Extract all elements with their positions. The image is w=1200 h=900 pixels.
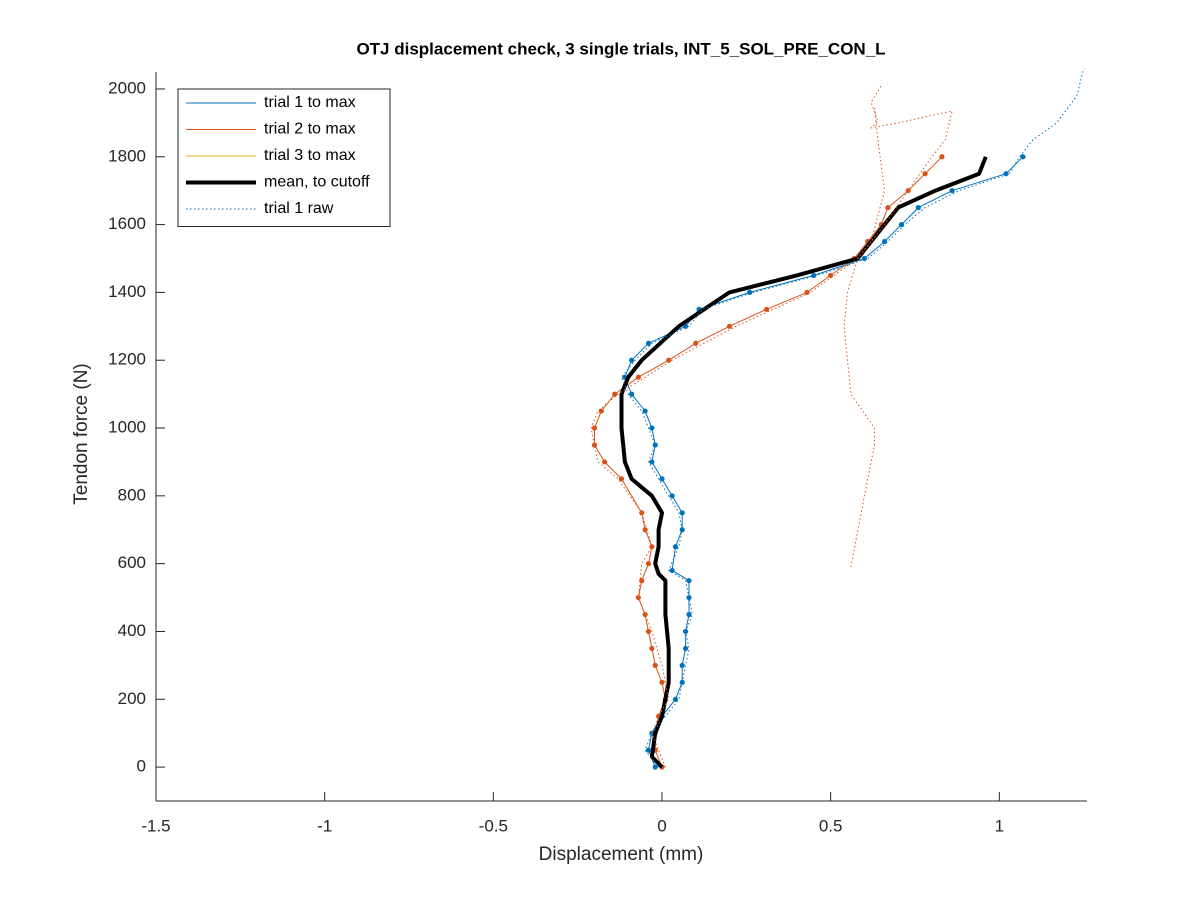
series-line [624, 156, 1024, 768]
series-line [619, 156, 988, 769]
data-point [686, 611, 692, 618]
data-point [669, 567, 675, 574]
chart-title: OTJ displacement check, 3 single trials,… [356, 39, 885, 58]
data-point [726, 323, 733, 329]
data-point [763, 306, 770, 312]
x-tick-label: -1.5 [141, 816, 170, 835]
data-point [679, 662, 685, 668]
legend-label: trial 1 raw [264, 200, 334, 217]
data-point [939, 154, 945, 160]
series-line [594, 156, 943, 768]
data-point [1020, 154, 1026, 160]
data-point [672, 696, 679, 702]
legend-label: trial 2 to max [264, 121, 356, 138]
data-point [686, 594, 692, 601]
legend-box [177, 88, 391, 227]
y-tick-label: 1000 [108, 418, 146, 437]
y-tick-label: 2000 [108, 78, 146, 97]
y-tick-label: 200 [118, 689, 146, 708]
data-point [629, 357, 635, 363]
data-point [639, 578, 645, 584]
data-point [949, 188, 955, 194]
y-tick-label: 1400 [108, 282, 146, 301]
x-tick-label: -1 [317, 816, 332, 835]
y-tick-label: 0 [137, 757, 146, 776]
data-point [642, 527, 648, 533]
data-point [591, 425, 598, 431]
data-point [649, 645, 655, 652]
data-point [642, 611, 648, 618]
legend-label: mean, to cutoff [264, 174, 370, 191]
data-point [635, 374, 641, 380]
data-point [686, 578, 692, 584]
data-point [652, 442, 658, 448]
data-point [898, 221, 905, 228]
data-point [861, 255, 867, 262]
data-point [645, 340, 652, 346]
x-tick-label: -0.5 [479, 816, 508, 835]
data-point [682, 645, 689, 652]
x-tick-label: 0.5 [819, 816, 843, 835]
x-axis-label: Displacement (mm) [539, 844, 704, 865]
data-point [672, 544, 679, 550]
data-point [885, 205, 891, 211]
data-point [645, 561, 652, 567]
y-tick-label: 800 [118, 485, 146, 504]
data-point [659, 476, 665, 482]
data-point [679, 527, 685, 533]
y-tick-label: 1600 [108, 214, 146, 233]
series-line [621, 68, 1085, 768]
data-point [652, 764, 658, 770]
data-point [602, 459, 608, 465]
data-point [811, 272, 817, 279]
data-point [915, 205, 921, 211]
data-point [693, 340, 699, 346]
data-point [642, 408, 648, 414]
data-point [652, 662, 658, 668]
y-axis-label: Tendon force (N) [71, 363, 92, 505]
data-point [629, 391, 635, 397]
legend-label: trial 1 to max [264, 94, 356, 111]
y-tick-label: 600 [118, 553, 146, 572]
y-tick-label: 1800 [108, 146, 146, 165]
series-line [590, 85, 953, 768]
data-point [828, 272, 834, 279]
legend-label: trial 3 to max [264, 147, 356, 164]
x-tick-label: 1 [995, 816, 1004, 835]
x-tick-label: 0 [657, 816, 666, 835]
data-point [669, 493, 675, 499]
data-point [645, 747, 652, 753]
data-point [747, 289, 753, 295]
y-tick-label: 1200 [108, 350, 146, 369]
data-point [679, 510, 685, 516]
data-point [1003, 171, 1009, 177]
data-point [804, 289, 810, 295]
data-point [666, 357, 672, 363]
y-tick-label: 400 [118, 621, 146, 640]
data-point [649, 425, 655, 431]
data-point [905, 188, 911, 194]
data-point [922, 171, 928, 177]
data-point [639, 510, 645, 516]
data-point [612, 391, 618, 397]
data-point [645, 628, 652, 635]
data-point [659, 679, 665, 685]
data-point [591, 442, 598, 448]
data-point [618, 476, 625, 482]
data-point [649, 459, 655, 465]
